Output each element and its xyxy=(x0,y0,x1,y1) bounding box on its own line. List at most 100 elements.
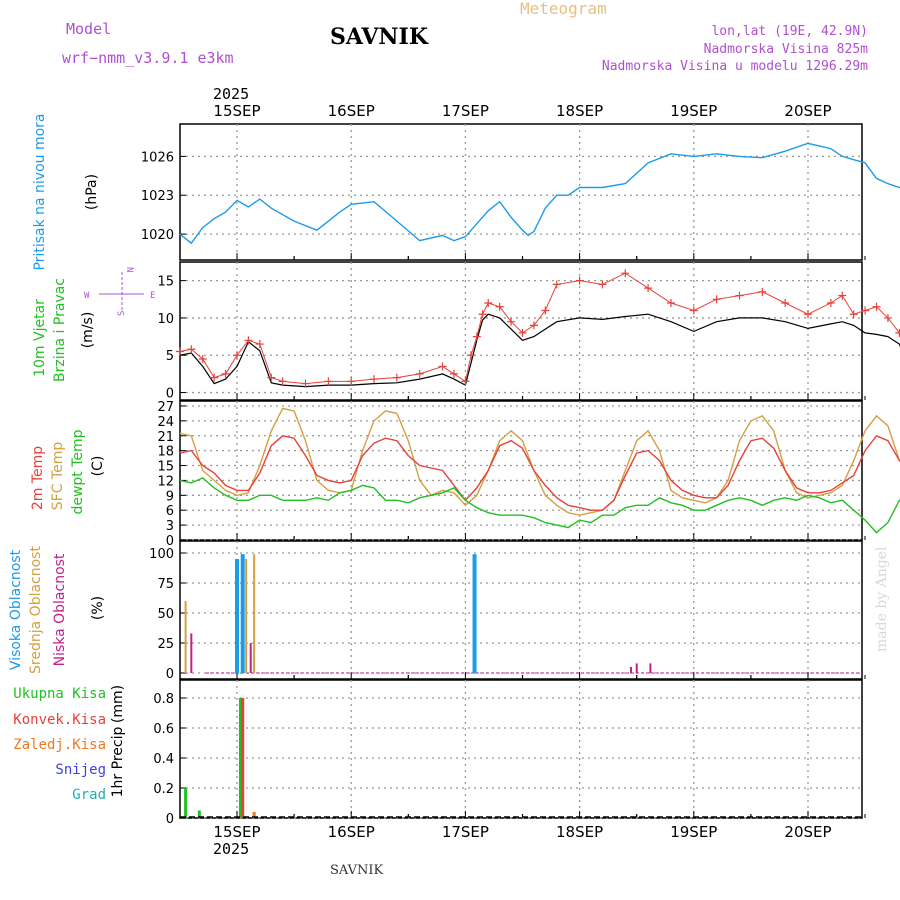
year-bottom: 2025 xyxy=(213,840,249,858)
cloud-subtitle2: Niska Oblacnost xyxy=(52,553,68,666)
wind-gust-line xyxy=(179,272,900,385)
wind-gust-marker xyxy=(541,306,550,315)
wind-gust-marker xyxy=(461,377,470,386)
cloud-bar-srednja xyxy=(245,559,248,673)
wind-gust-marker xyxy=(758,287,767,296)
wind-gust-marker xyxy=(301,379,310,388)
product-title: Meteogram xyxy=(520,0,607,18)
cloud-frame xyxy=(179,540,863,680)
wind-gust-marker xyxy=(175,347,184,356)
wind-gust-marker xyxy=(689,306,698,315)
precip-ytick-label: 0 xyxy=(166,812,174,827)
day-label-bottom: 15SEP xyxy=(213,823,260,841)
model-elevation-text: Nadmorska Visina u modelu 1296.29m xyxy=(602,59,868,74)
plot-content xyxy=(175,142,900,818)
pressure-ytick-label: 1023 xyxy=(141,189,174,204)
day-label-bottom: 19SEP xyxy=(670,823,717,841)
cloud-bar-niska xyxy=(635,663,638,673)
day-label-bottom: 17SEP xyxy=(442,823,489,841)
wind-gust-marker xyxy=(644,284,653,293)
wind-gust-marker xyxy=(621,269,630,278)
wind-gust-marker xyxy=(472,332,481,341)
wind-gust-marker xyxy=(872,302,881,311)
compass-east: E xyxy=(150,291,155,301)
day-label-top: 18SEP xyxy=(556,102,603,120)
wind-gust-marker xyxy=(861,306,870,315)
wind-gust-marker xyxy=(244,336,253,345)
wind-gust-marker xyxy=(324,377,333,386)
temp-subtitle2: dewpt Temp xyxy=(70,429,86,514)
precip-bar xyxy=(252,812,256,818)
wind-gust-marker xyxy=(575,276,584,285)
pressure-line xyxy=(179,142,900,245)
temperature-ytick-label: 6 xyxy=(166,504,174,519)
temperature-ytick-label: 9 xyxy=(166,489,174,504)
day-label-bottom: 18SEP xyxy=(556,823,603,841)
day-label-top: 15SEP xyxy=(213,102,260,120)
wind-gust-marker xyxy=(370,375,379,384)
wind-gust-marker xyxy=(187,345,196,354)
cloud-bar-niska xyxy=(629,667,632,673)
wind-speed-line xyxy=(179,313,900,388)
wind-gust-marker xyxy=(267,373,276,382)
precip-bar xyxy=(184,788,188,818)
precip-legend-frz: Zaledj.Kisa xyxy=(13,737,106,753)
wind-gust-marker xyxy=(415,369,424,378)
year-top: 2025 xyxy=(213,85,249,103)
wind-gust-marker xyxy=(484,299,493,308)
temperature-ytick-label: 24 xyxy=(157,415,174,430)
pressure-ytick-label: 1020 xyxy=(141,228,174,243)
day-label-top: 19SEP xyxy=(670,102,717,120)
wind-ytick-label: 15 xyxy=(157,275,174,290)
wind-gust-marker xyxy=(712,295,721,304)
wind-gust-marker xyxy=(449,369,458,378)
precip-legend-snow: Snijeg xyxy=(55,762,106,778)
wind-compass: N S W E xyxy=(84,267,155,316)
temperature-ytick-label: 18 xyxy=(157,445,174,460)
temperature-ytick-label: 3 xyxy=(166,519,174,534)
wind-gust-marker xyxy=(781,299,790,308)
footer-credit: made by Angel xyxy=(874,546,890,652)
cloud-ytick-label: 25 xyxy=(157,637,174,652)
wind-gust-marker xyxy=(507,317,516,326)
precip-legend-conv: Konvek.Kisa xyxy=(13,712,106,728)
day-label-bottom: 16SEP xyxy=(328,823,375,841)
cloud-bar-srednja xyxy=(184,601,187,673)
cloud-ytick-label: 100 xyxy=(149,547,174,562)
precip-frame xyxy=(179,679,863,819)
coords-text: lon,lat (19E, 42.9N) xyxy=(711,24,868,39)
wind-ytick-label: 5 xyxy=(166,349,174,364)
temperature-frame xyxy=(179,400,863,541)
bottom-day-labels: 15SEP 16SEP 17SEP 18SEP 19SEP 20SEP xyxy=(213,823,831,841)
precip-legend-total: Ukupna Kisa xyxy=(13,686,106,702)
precip-legend-hail: Grad xyxy=(72,787,106,803)
wind-gust-marker xyxy=(598,280,607,289)
wind-subtitle: Brzina i Pravac xyxy=(52,278,68,382)
cloud-bar-visoka xyxy=(472,554,477,673)
wind-gust-marker xyxy=(210,373,219,382)
cloud-ytick-label: 75 xyxy=(157,577,174,592)
top-day-labels: 15SEP 16SEP 17SEP 18SEP 19SEP 20SEP xyxy=(213,102,831,120)
precip-ytick-label: 0.4 xyxy=(153,752,174,767)
cloud-bar-visoka xyxy=(235,559,239,673)
wind-ytick-label: 0 xyxy=(166,387,174,402)
cloud-ytick-label: 50 xyxy=(157,607,174,622)
day-label-top: 20SEP xyxy=(784,102,831,120)
sfc-temp-line xyxy=(179,407,900,516)
wind-gust-marker xyxy=(826,299,835,308)
precip-title: 1hr Precip xyxy=(110,727,126,798)
day-label-top: 17SEP xyxy=(442,102,489,120)
wind-title: 10m Vjetar xyxy=(32,299,48,377)
temp-ylabel: (C) xyxy=(90,456,106,477)
wind-gust-marker xyxy=(467,351,476,360)
wind-gust-marker xyxy=(518,328,527,337)
wind-gust-marker xyxy=(895,328,900,337)
wind-gust-marker xyxy=(666,299,675,308)
wind-gust-marker xyxy=(495,302,504,311)
footer-station: SAVNIK xyxy=(330,863,384,878)
cloud-ylabel: (%) xyxy=(90,596,106,620)
wind-gust-marker xyxy=(278,377,287,386)
cloud-title: Visoka Oblacnost xyxy=(8,549,24,670)
temperature-ytick-label: 12 xyxy=(157,474,174,489)
cloud-subtitle: Srednja Oblacnost xyxy=(28,546,44,674)
